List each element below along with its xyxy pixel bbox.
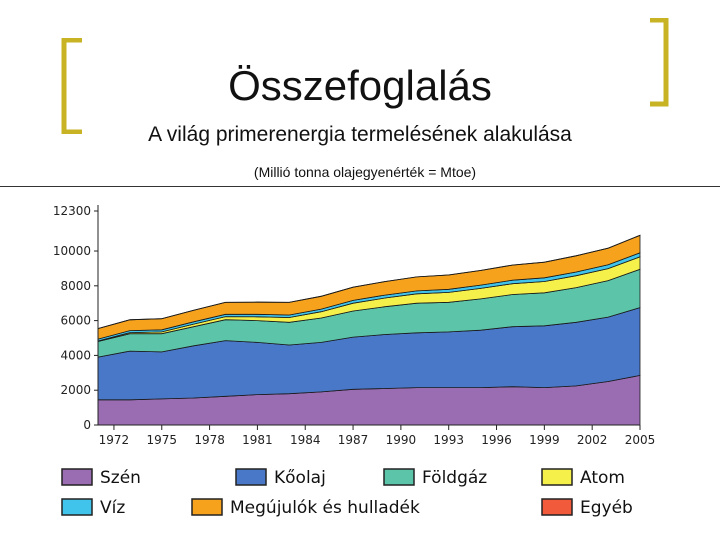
legend-swatch-megujulok-es-hulladek	[191, 498, 223, 516]
y-tick-label-4000: 4000	[60, 348, 91, 362]
y-tick-label-10000: 10000	[53, 244, 91, 258]
legend-swatch-atom	[541, 468, 573, 486]
x-tick-label-2002: 2002	[577, 433, 608, 447]
unit-note: (Millió tonna olajegyenérték = Mtoe)	[253, 164, 477, 180]
left-bracket-stroke	[61, 38, 82, 134]
legend-swatch-koolaj	[235, 468, 267, 486]
x-tick-label-1981: 1981	[242, 433, 273, 447]
legend-label-atom: Atom	[580, 468, 625, 488]
legend-swatch-viz	[61, 498, 93, 516]
x-tick-label-1999: 1999	[529, 433, 560, 447]
left-bracket	[61, 38, 82, 134]
legend-label-foldgaz: Földgáz	[422, 468, 487, 488]
y-tick-label-6000: 6000	[60, 314, 91, 328]
y-tick-label-0: 0	[83, 418, 91, 432]
chart-panel: 0 2000 4000 6000 8000 10000 12300 1972 1975 1978 1…	[0, 186, 720, 540]
x-tick-label-1972: 1972	[99, 433, 130, 447]
y-tick-label-2000: 2000	[60, 383, 91, 397]
right-bracket	[650, 18, 669, 107]
slide-subtitle: A világ primerenergia termelésének alaku…	[148, 123, 572, 146]
stacked-area-chart: 0 2000 4000 6000 8000 10000 12300 1972 1975 1978 1…	[53, 204, 656, 518]
legend-label-megujulok-es-hulladek: Megújulók és hulladék	[230, 498, 420, 518]
y-tick-label-12300: 12300	[53, 204, 91, 218]
y-tick-label-8000: 8000	[60, 279, 91, 293]
x-tick-label-2005: 2005	[625, 433, 656, 447]
right-bracket-stroke	[650, 18, 669, 107]
x-tick-label-1996: 1996	[481, 433, 512, 447]
x-tick-label-1990: 1990	[386, 433, 417, 447]
x-tick-label-1993: 1993	[433, 433, 464, 447]
slide-title: Összefoglalás	[228, 62, 492, 109]
legend-label-szen: Szén	[100, 468, 141, 488]
x-tick-label-1975: 1975	[146, 433, 177, 447]
legend-label-egyeb: Egyéb	[580, 498, 633, 518]
x-tick-label-1978: 1978	[194, 433, 225, 447]
legend-swatch-egyeb	[541, 498, 573, 516]
legend-label-viz: Víz	[100, 498, 125, 518]
area-egyeb	[97, 234, 641, 330]
legend-swatch-foldgaz	[383, 468, 415, 486]
x-tick-label-1987: 1987	[338, 433, 369, 447]
x-tick-label-1984: 1984	[290, 433, 321, 447]
legend-label-koolaj: Kőolaj	[274, 468, 326, 488]
legend-swatch-szen	[61, 468, 93, 486]
